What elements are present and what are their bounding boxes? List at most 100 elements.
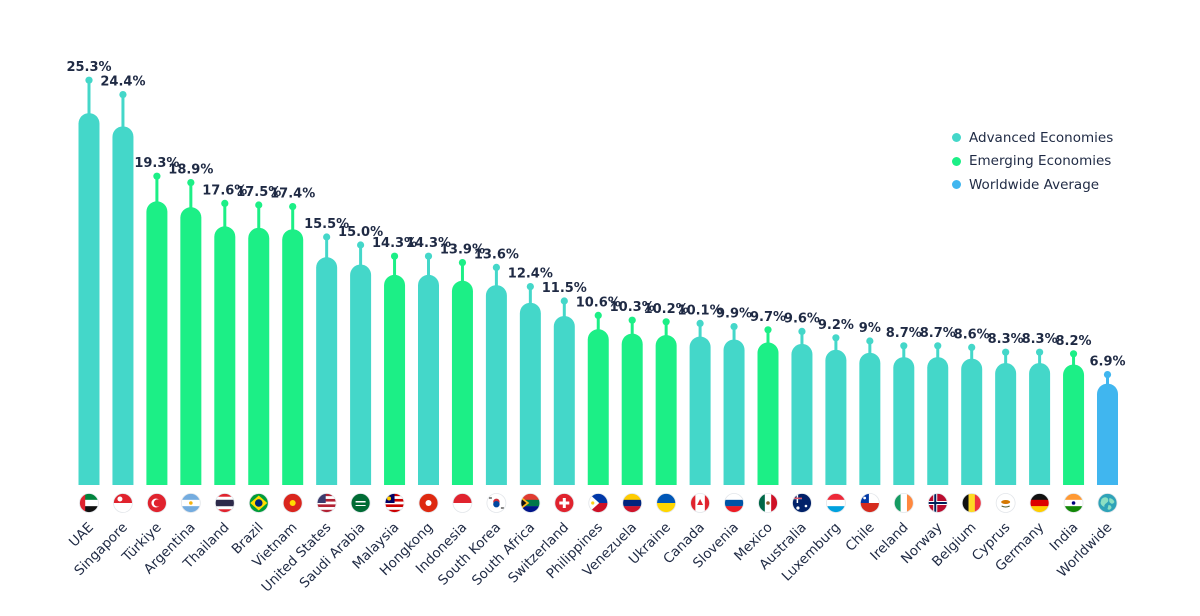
bar-dot-chile	[866, 337, 874, 345]
bar-dot-norway	[934, 342, 942, 350]
bar-dot-ukraine	[662, 318, 670, 326]
flag-border-vietnam	[282, 493, 303, 513]
value-label-t-rkiye: 19.3%	[134, 156, 179, 171]
bar-south-africa	[519, 302, 541, 485]
legend-label-emerging: Emerging Economies	[969, 153, 1112, 170]
value-label-canada: 10.1%	[678, 303, 723, 318]
bar-philippines	[587, 329, 609, 485]
value-label-united-states: 15.5%	[304, 217, 349, 232]
legend-item-advanced: Advanced Economies	[952, 126, 1113, 150]
flag-border-australia	[792, 493, 812, 513]
legend-item-worldwide: Worldwide Average	[952, 173, 1113, 197]
bar-chile	[859, 352, 881, 485]
flag-ukraine-icon	[656, 493, 676, 513]
flag-border-hongkong	[418, 493, 439, 513]
flag-australia-icon	[792, 493, 812, 513]
flag-border-canada	[690, 493, 710, 513]
value-label-malaysia: 14.3%	[372, 236, 417, 251]
bar-dot-brazil	[255, 201, 263, 209]
flag-border-argentina	[180, 493, 201, 513]
bar-dot-vietnam	[289, 203, 297, 211]
flag-border-saudi-arabia	[350, 493, 371, 513]
flag-turkiye-icon	[147, 493, 167, 513]
bar-dot-ireland	[900, 342, 908, 350]
value-label-norway: 8.7%	[920, 326, 956, 341]
bar-dot-belgium	[968, 343, 976, 351]
flag-south-africa-icon	[520, 493, 540, 513]
flag-border-south-africa	[520, 493, 541, 513]
value-label-ireland: 8.7%	[886, 326, 922, 341]
legend-item-emerging: Emerging Economies	[952, 150, 1113, 174]
bar-worldwide	[1097, 383, 1118, 485]
value-label-switzerland: 11.5%	[542, 281, 587, 296]
flag-vietnam-icon	[283, 493, 303, 513]
bar-slovenia	[723, 339, 745, 485]
flag-canada-icon	[690, 493, 710, 513]
flag-chile-icon	[860, 493, 880, 513]
bar-mexico	[757, 342, 779, 485]
bar-ireland	[893, 357, 915, 485]
flag-philippines-icon	[588, 493, 608, 513]
value-label-saudi-arabia: 15.0%	[338, 225, 383, 240]
flag-border-germany	[1029, 493, 1050, 513]
value-label-singapore: 24.4%	[100, 75, 145, 90]
bar-dot-philippines	[594, 311, 602, 319]
bar-uae	[78, 113, 100, 486]
value-label-slovenia: 9.9%	[716, 307, 752, 322]
value-label-luxemburg: 9.2%	[818, 318, 854, 333]
value-label-chile: 9%	[859, 321, 881, 336]
flag-brazil-icon	[249, 493, 269, 513]
flag-ireland-icon	[894, 493, 914, 513]
bar-dot-slovenia	[730, 323, 738, 331]
flag-indonesia-icon	[452, 493, 472, 513]
legend-dot-advanced	[952, 133, 961, 143]
bar-switzerland	[553, 315, 575, 485]
flag-border-mexico	[758, 493, 778, 513]
legend-label-worldwide: Worldwide Average	[969, 176, 1100, 193]
value-label-uae: 25.3%	[66, 60, 111, 75]
flag-border-philippines	[588, 493, 609, 513]
flag-border-luxemburg	[826, 493, 846, 513]
value-label-ukraine: 10.2%	[644, 302, 689, 317]
flag-south-korea-icon	[486, 493, 506, 513]
value-label-argentina: 18.9%	[168, 163, 213, 178]
bar-dot-germany	[1036, 348, 1044, 356]
bar-dot-india	[1069, 350, 1078, 358]
flag-malaysia-icon	[385, 493, 405, 513]
flag-germany-icon	[1030, 493, 1050, 513]
flag-border-cyprus	[995, 493, 1016, 513]
flag-border-belgium	[961, 493, 982, 513]
flag-border-singapore	[113, 493, 133, 513]
flag-border-chile	[859, 493, 880, 513]
flag-uae-icon	[79, 493, 99, 513]
flag-border-ireland	[893, 493, 914, 513]
bar-dot-cyprus	[1002, 348, 1010, 356]
flag-singapore-icon	[113, 493, 133, 513]
value-label-philippines: 10.6%	[576, 295, 621, 310]
bar-dot-mexico	[764, 326, 772, 334]
legend-label-advanced: Advanced Economies	[969, 129, 1114, 146]
bar-dot-worldwide	[1103, 371, 1112, 379]
bar-ukraine	[655, 335, 677, 485]
flag-border-indonesia	[452, 493, 473, 513]
value-label-brazil: 17.5%	[236, 185, 281, 200]
bar-australia	[791, 343, 813, 485]
bar-south-korea	[485, 285, 507, 485]
flag-united-states-icon	[317, 493, 337, 513]
bar-brazil	[248, 227, 270, 486]
value-label-mexico: 9.7%	[750, 310, 786, 325]
value-label-australia: 9.6%	[784, 311, 820, 326]
legend-dot-emerging	[952, 156, 961, 166]
bar-singapore	[112, 126, 134, 486]
bar-united-states	[316, 257, 338, 485]
flag-mexico-icon	[758, 493, 778, 513]
bar-dot-south-korea	[492, 263, 500, 271]
flag-border-south-korea	[486, 493, 507, 513]
flag-border-malaysia	[384, 493, 405, 513]
bar-venezuela	[621, 333, 643, 485]
flag-border-t-rkiye	[146, 493, 167, 513]
bar-hongkong	[418, 274, 439, 485]
value-label-worldwide: 6.9%	[1089, 355, 1125, 370]
flag-argentina-icon	[181, 493, 201, 513]
value-label-south-africa: 12.4%	[508, 267, 553, 282]
